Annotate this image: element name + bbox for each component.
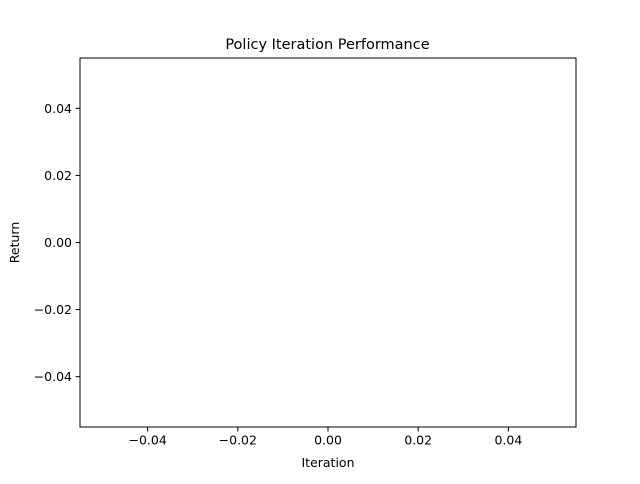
y-tick-label: −0.02 [34, 302, 72, 317]
y-axis: −0.04 −0.02 0.00 0.02 0.04 [34, 101, 80, 384]
x-tick-label: 0.04 [494, 433, 522, 448]
y-tick-label: 0.04 [44, 101, 72, 116]
y-tick-label: −0.04 [34, 369, 72, 384]
x-tick-label: 0.00 [314, 433, 342, 448]
y-axis-label: Return [7, 222, 22, 263]
chart-title: Policy Iteration Performance [225, 37, 429, 53]
x-tick-label: −0.04 [128, 433, 166, 448]
x-axis: −0.04 −0.02 0.00 0.02 0.04 [128, 427, 522, 448]
x-tick-label: 0.02 [404, 433, 432, 448]
y-tick-label: 0.00 [44, 235, 72, 250]
y-tick-label: 0.02 [44, 168, 72, 183]
x-axis-label: Iteration [301, 455, 354, 470]
x-tick-label: −0.02 [219, 433, 257, 448]
